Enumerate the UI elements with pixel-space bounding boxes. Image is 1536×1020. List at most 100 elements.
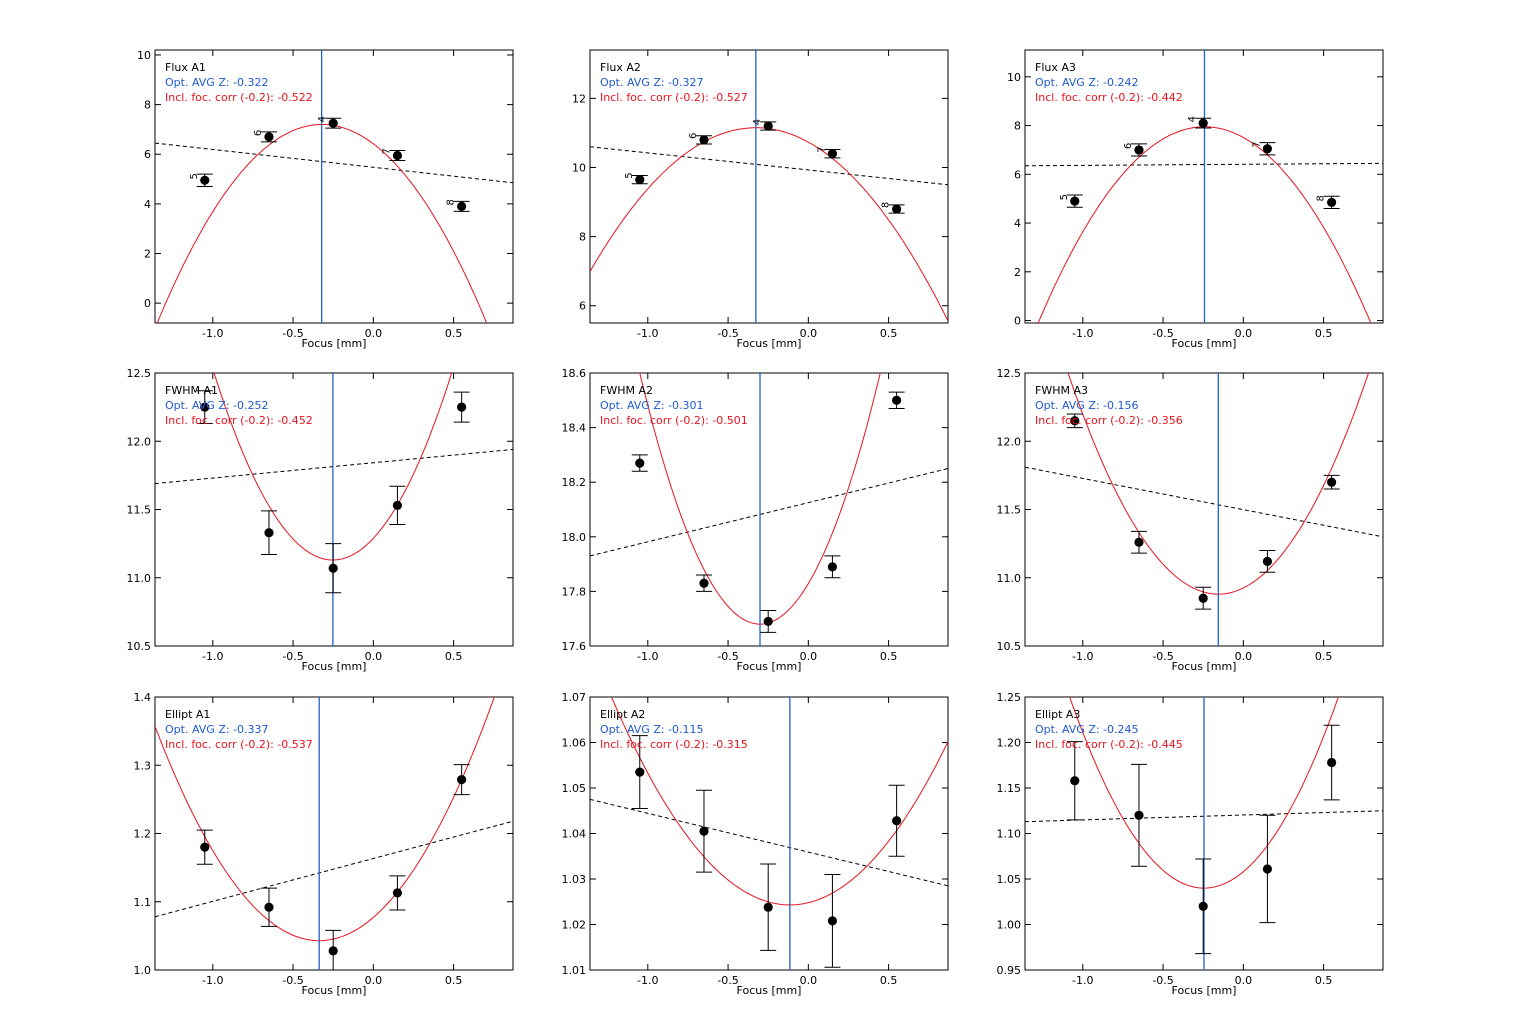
x-tick-label: -0.5	[282, 974, 303, 987]
y-tick-label: 1.06	[562, 737, 587, 750]
x-tick-label: 0.0	[800, 650, 818, 663]
data-point	[763, 121, 773, 131]
y-tick-label: 8	[1014, 120, 1021, 133]
y-tick-label: 1.1	[134, 896, 152, 909]
correction-text: Incl. foc. corr (-0.2): -0.445	[1035, 738, 1183, 751]
x-tick-label: -1.0	[1072, 327, 1093, 340]
optimum-text: Opt. AVG Z: -0.115	[600, 723, 704, 736]
data-point	[699, 578, 709, 588]
plot-area: 5 6 4 7 8	[155, 50, 513, 323]
x-tick-label: 0.0	[1235, 974, 1253, 987]
x-tick-label: 0.0	[800, 327, 818, 340]
trend-line	[1025, 162, 1383, 167]
y-tick-label: 18.2	[562, 476, 587, 489]
plot-frame	[154, 49, 514, 324]
panel-title: FWHM A3	[1035, 384, 1088, 397]
point-label: 6	[253, 130, 264, 136]
data-point	[1134, 537, 1144, 547]
correction-text: Incl. foc. corr (-0.2): -0.442	[1035, 91, 1183, 104]
data-point	[457, 201, 467, 211]
y-tick-label: 10	[137, 49, 151, 62]
y-tick-label: 1.15	[997, 782, 1022, 795]
data-point	[827, 149, 838, 159]
x-tick-label: -0.5	[1152, 974, 1173, 987]
data-point	[763, 902, 773, 912]
plot-frame	[589, 49, 949, 324]
correction-text: Incl. foc. corr (-0.2): -0.315	[600, 738, 748, 751]
data-point	[1134, 145, 1144, 155]
fit-curve	[155, 697, 495, 942]
data-point	[1327, 757, 1337, 768]
x-tick-label: -0.5	[717, 327, 738, 340]
x-tick-label: 0.0	[1235, 650, 1253, 663]
y-tick-label: 4	[1014, 217, 1021, 230]
trend-line	[590, 468, 948, 557]
y-tick-label: 11.5	[127, 504, 152, 517]
data-point	[264, 132, 274, 142]
y-tick-label: 12.5	[127, 367, 152, 380]
x-tick-label: -1.0	[202, 650, 223, 663]
y-tick-label: 10.5	[997, 640, 1022, 653]
data-point	[1198, 118, 1208, 128]
data-point	[1327, 477, 1337, 487]
y-tick-label: 6	[1014, 168, 1021, 181]
data-point	[1070, 776, 1080, 786]
y-tick-label: 8	[579, 231, 586, 244]
point-label: 8	[446, 199, 457, 205]
y-tick-label: 4	[144, 198, 151, 211]
y-tick-label: 1.00	[997, 919, 1022, 932]
data-point	[457, 402, 467, 412]
plot-area	[155, 697, 513, 970]
y-tick-label: 6	[144, 148, 151, 161]
x-axis-label: Focus [mm]	[737, 984, 802, 997]
data-point	[392, 150, 403, 161]
x-axis-label: Focus [mm]	[1172, 337, 1237, 350]
y-tick-label: 0.95	[997, 964, 1022, 977]
y-tick-label: 1.07	[562, 691, 587, 704]
data-point	[763, 616, 773, 627]
data-point	[1262, 144, 1273, 154]
fit-curve	[156, 124, 488, 323]
chart-panel-7: -1.0 -0.5 0.0 0.5 1.0 1.1 1.2 1.3 1.4 Focus [mm] E…	[134, 691, 514, 997]
optimum-text: Opt. AVG Z: -0.327	[600, 76, 704, 89]
x-tick-label: -1.0	[637, 974, 658, 987]
x-tick-label: 0.5	[445, 650, 463, 663]
y-tick-label: 11.5	[997, 504, 1022, 517]
correction-text: Incl. foc. corr (-0.2): -0.527	[600, 91, 748, 104]
optimum-text: Opt. AVG Z: -0.322	[165, 76, 269, 89]
panel-title: Flux A3	[1035, 61, 1076, 74]
y-tick-label: 0	[144, 297, 151, 310]
trend-line	[1025, 466, 1383, 538]
y-tick-label: 1.4	[134, 691, 152, 704]
y-tick-label: 10	[572, 161, 586, 174]
chart-panel-6: -1.0 -0.5 0.0 0.5 10.5 11.0 11.5 12.0 12.5 Focus …	[997, 367, 1384, 673]
x-tick-label: 0.0	[800, 974, 818, 987]
x-axis-label: Focus [mm]	[737, 660, 802, 673]
data-point	[1262, 556, 1273, 566]
data-point	[457, 774, 467, 785]
data-point	[200, 175, 210, 185]
x-axis-label: Focus [mm]	[302, 984, 367, 997]
correction-text: Incl. foc. corr (-0.2): -0.522	[165, 91, 313, 104]
data-point	[892, 204, 902, 214]
data-point	[635, 458, 645, 468]
trend-line	[155, 820, 513, 918]
panel-title: FWHM A2	[600, 384, 653, 397]
trend-line	[155, 448, 513, 485]
point-label: 7	[381, 148, 392, 154]
x-tick-label: 0.0	[365, 650, 383, 663]
x-tick-label: -0.5	[717, 650, 738, 663]
data-point	[200, 842, 210, 852]
y-tick-label: 1.25	[997, 691, 1022, 704]
optimum-text: Opt. AVG Z: -0.242	[1035, 76, 1139, 89]
y-tick-label: 11.0	[997, 572, 1022, 585]
data-point	[328, 563, 338, 573]
x-axis-label: Focus [mm]	[1172, 984, 1237, 997]
x-axis-label: Focus [mm]	[1172, 660, 1237, 673]
panel-title: Ellipt A2	[600, 708, 645, 721]
fit-curve	[610, 697, 948, 906]
x-tick-label: -0.5	[1152, 327, 1173, 340]
y-tick-label: 12.0	[127, 435, 152, 448]
data-point	[264, 902, 274, 912]
correction-text: Incl. foc. corr (-0.2): -0.501	[600, 414, 748, 427]
